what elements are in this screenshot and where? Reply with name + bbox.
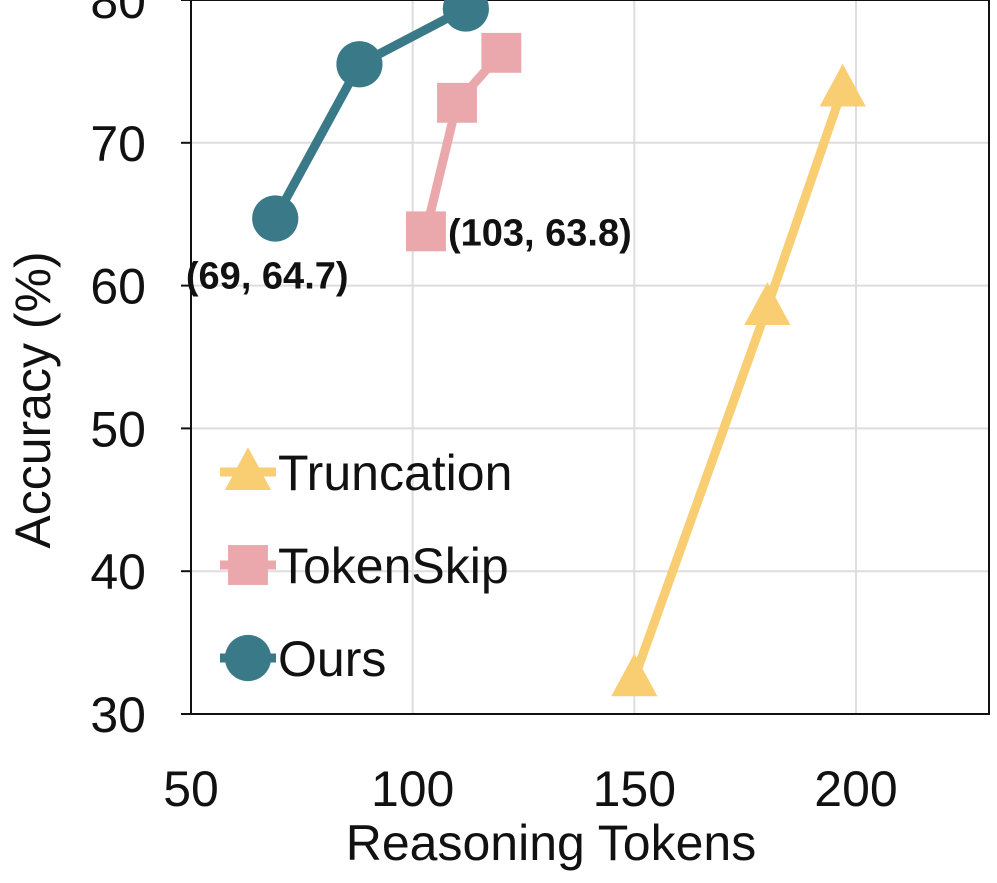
legend-marker [224, 447, 272, 490]
series-tokenskip [406, 32, 522, 252]
data-point [442, 0, 489, 32]
y-tick-label: 50 [90, 401, 146, 457]
y-tick-label: 40 [90, 544, 146, 600]
y-tick-label: 80 [90, 0, 146, 29]
y-tick-label: 70 [90, 116, 146, 172]
data-point [437, 82, 477, 123]
data-point [819, 63, 866, 107]
y-axis-title: Accuracy (%) [5, 251, 61, 548]
x-tick-label: 150 [593, 761, 676, 817]
legend-item-ours: Ours [220, 631, 386, 687]
legend-label: Truncation [278, 445, 512, 501]
y-tick-label: 30 [90, 687, 146, 743]
grid [190, 0, 989, 715]
x-tick-label: 100 [371, 761, 454, 817]
x-axis-title: Reasoning Tokens [346, 815, 756, 871]
legend-marker [228, 545, 268, 585]
x-tick-label: 200 [814, 761, 897, 817]
legend-item-tokenskip: TokenSkip [220, 538, 509, 594]
annotations: (69, 64.7) (103, 63.8) [186, 212, 632, 297]
point-annotation: (69, 64.7) [186, 255, 349, 297]
legend-item-truncation: Truncation [220, 445, 512, 501]
legend-label: TokenSkip [278, 538, 509, 594]
series [252, 0, 866, 697]
data-point [611, 653, 658, 697]
y-tick-label: 60 [90, 259, 146, 315]
legend-label: Ours [278, 631, 386, 687]
x-tick-labels: 50 100 150 200 [163, 761, 898, 817]
legend-marker [224, 634, 272, 682]
data-point [336, 41, 383, 88]
data-point [481, 32, 522, 73]
x-tick-label: 50 [163, 761, 219, 817]
point-annotation: (103, 63.8) [448, 212, 632, 254]
y-tick-labels: 30 40 50 60 70 80 [90, 0, 191, 743]
plot-frame [190, 0, 990, 715]
data-point [744, 282, 791, 325]
data-point [406, 211, 446, 252]
legend: Truncation TokenSkip Ours [220, 445, 512, 687]
data-point [252, 195, 299, 242]
series-line [630, 87, 847, 680]
series-truncation [611, 63, 866, 697]
series-ours [252, 0, 489, 242]
